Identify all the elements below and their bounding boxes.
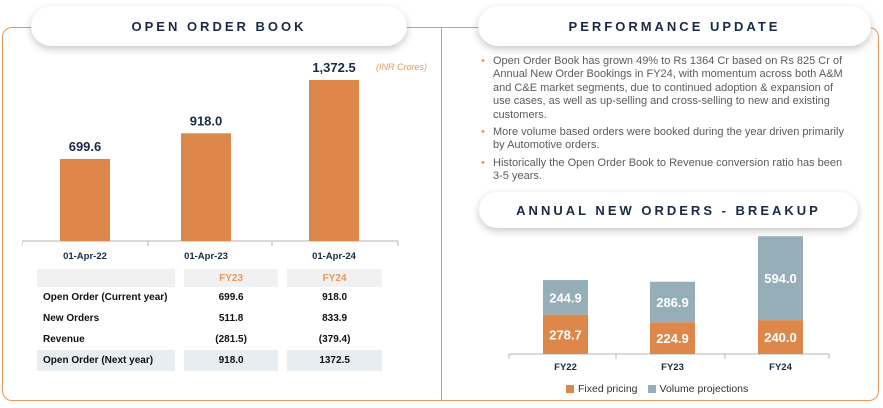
table-header-row: FY23 FY24	[37, 269, 382, 287]
table-row: Revenue (281.5) (379.4)	[37, 329, 382, 350]
legend-swatch-volume	[647, 385, 656, 394]
legend-fixed: Fixed pricing	[566, 383, 638, 395]
bar-FY23-volume	[650, 281, 695, 323]
bar-FY24-volume	[758, 236, 803, 321]
bar-value-label: 918.0	[190, 113, 223, 128]
legend-swatch-fixed	[566, 385, 574, 394]
bar-01-Apr-22	[60, 158, 110, 241]
category-label: 01-Apr-22	[63, 251, 107, 262]
annual-new-orders-header: ANNUAL NEW ORDERS - BREAKUP	[479, 192, 858, 228]
open-order-book-header: OPEN ORDER BOOK	[31, 6, 407, 46]
unit-note: (INR Crores)	[376, 62, 427, 72]
table-row: New Orders 511.8 833.9	[37, 308, 382, 329]
performance-update-header: PERFORMANCE UPDATE	[478, 6, 871, 46]
row-label: Revenue	[43, 334, 85, 345]
bar-01-Apr-23	[181, 133, 231, 241]
cell-fy23: 918.0	[183, 350, 279, 371]
row-label: Open Order (Current year)	[43, 292, 168, 303]
category-label: 01-Apr-23	[184, 251, 228, 262]
bar-01-Apr-24	[309, 79, 359, 242]
open-order-book-chart: 699.6 01-Apr-22 918.0 01-Apr-23 1,372.5 01-Ap…	[22, 60, 399, 262]
table-header-fy23: FY23	[183, 269, 279, 287]
legend-volume: Volume projections	[647, 383, 749, 395]
chart-legend: Fixed pricing Volume projections	[566, 383, 748, 395]
cell-fy23: (281.5)	[215, 334, 247, 345]
bar-FY24-fixed	[758, 320, 803, 354]
row-label: Open Order (Next year)	[37, 350, 175, 371]
segment-value-label: 224.9	[656, 331, 689, 346]
bar-FY22-fixed	[543, 314, 588, 354]
legend-volume-label: Volume projections	[659, 383, 749, 395]
cell-fy24: 833.9	[322, 313, 348, 324]
category-label: FY23	[661, 362, 684, 373]
table-header-fy24: FY24	[287, 269, 382, 287]
table-header-blank	[37, 269, 175, 287]
cell-fy24: 1372.5	[287, 350, 382, 371]
cell-fy24: 918.0	[322, 292, 348, 303]
bullet-item: Open Order Book has grown 49% to Rs 1364…	[481, 55, 851, 122]
bar-value-label: 1,372.5	[312, 60, 355, 75]
panel-divider	[441, 27, 442, 401]
annual-new-orders-chart: 278.7 244.9 FY22 224.9 286.9 FY23 240.0 594.0 FY…	[508, 236, 830, 373]
bar-FY23-fixed	[650, 322, 695, 354]
panel-frame	[2, 27, 879, 401]
bar-FY22-volume	[543, 280, 588, 315]
segment-value-label: 244.9	[549, 290, 582, 305]
table-row: Open Order (Current year) 699.6 918.0	[37, 287, 382, 308]
category-label: FY24	[769, 362, 792, 373]
legend-fixed-label: Fixed pricing	[578, 383, 638, 395]
order-table: FY23 FY24 Open Order (Current year) 699.…	[37, 269, 382, 371]
category-label: 01-Apr-24	[312, 251, 357, 262]
cell-fy24: (379.4)	[318, 334, 351, 345]
category-label: FY22	[554, 362, 577, 373]
bullet-item: Historically the Open Order Book to Reve…	[481, 157, 851, 184]
bullet-item: More volume based orders were booked dur…	[481, 126, 851, 153]
segment-value-label: 594.0	[764, 271, 797, 286]
segment-value-label: 240.0	[764, 330, 797, 345]
cell-fy23: 699.6	[218, 292, 244, 303]
row-label: New Orders	[43, 313, 100, 324]
cell-fy23: 511.8	[218, 313, 244, 324]
segment-value-label: 278.7	[549, 327, 582, 342]
table-row: Open Order (Next year) 918.0 1372.5	[37, 350, 382, 371]
performance-bullets: Open Order Book has grown 49% to Rs 1364…	[481, 55, 851, 188]
segment-value-label: 286.9	[656, 295, 689, 310]
bar-value-label: 699.6	[69, 139, 102, 154]
